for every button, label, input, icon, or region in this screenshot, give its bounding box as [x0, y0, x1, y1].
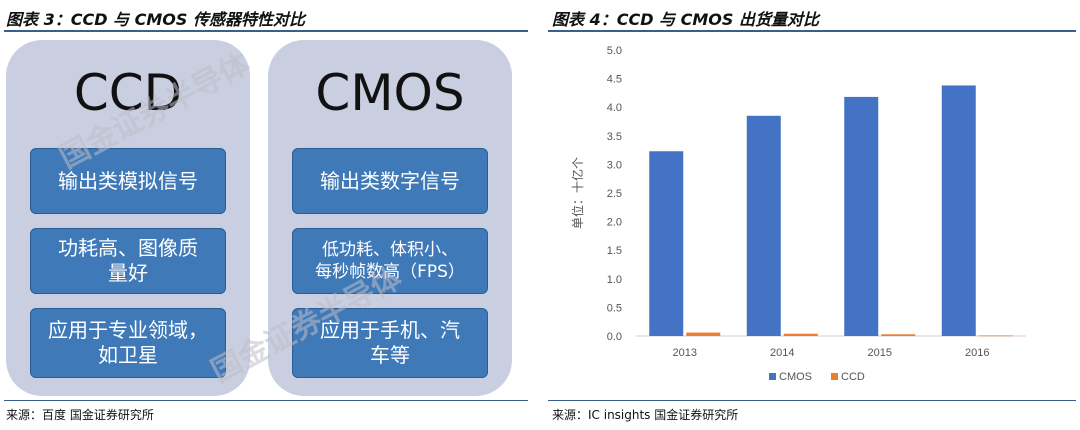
bar-ccd-2013 [686, 332, 721, 336]
y-tick-label: 3.5 [607, 131, 622, 143]
y-tick-label: 2.0 [607, 217, 622, 229]
y-tick-label: 4.0 [607, 102, 622, 114]
shipment-bar-chart: 0.0 0.5 1.0 1.5 2.0 2.5 3.0 3.5 4.0 4.5 5.0 单位：十亿个 2… [570, 45, 1026, 383]
cmos-column: CMOS 输出类数字信号 低功耗、体积小、 每秒帧数高（FPS） 应用于手机、汽… [268, 40, 512, 396]
x-tick-label: 2016 [965, 347, 989, 359]
x-tick-label: 2014 [770, 347, 794, 359]
x-tick-label: 2013 [673, 347, 697, 359]
bar-cmos-2016 [941, 85, 976, 336]
legend-label-cmos: CMOS [779, 371, 812, 383]
y-tick-label: 3.0 [607, 159, 622, 171]
left-source: 来源：百度 国金证券研究所 [6, 408, 154, 422]
cmos-item-power: 低功耗、体积小、 每秒帧数高（FPS） [292, 228, 488, 294]
bar-cmos-2015 [844, 96, 879, 337]
left-source-rule [4, 400, 528, 401]
bar-cmos-2014 [746, 115, 781, 336]
cmos-item-application: 应用于手机、汽 车等 [292, 308, 488, 378]
ccd-item-power: 功耗高、图像质 量好 [30, 228, 226, 294]
cmos-heading: CMOS [315, 64, 465, 122]
ccd-column: CCD 输出类模拟信号 功耗高、图像质 量好 应用于专业领域， 如卫星 [6, 40, 250, 396]
y-tick-label: 1.5 [607, 245, 622, 257]
y-tick-label: 4.5 [607, 74, 622, 86]
bar-ccd-2016 [978, 335, 1013, 337]
y-tick-label: 5.0 [607, 45, 622, 57]
ccd-item-application: 应用于专业领域， 如卫星 [30, 308, 226, 378]
right-source-rule [548, 400, 1076, 401]
bar-cmos-2013 [649, 151, 684, 336]
ccd-item-output: 输出类模拟信号 [30, 148, 226, 214]
bar-ccd-2014 [783, 333, 818, 336]
left-title-rule [4, 30, 528, 32]
right-source: 来源：IC insights 国金证券研究所 [552, 408, 739, 422]
legend-swatch-ccd [831, 373, 838, 380]
left-panel-title: 图表 3：CCD 与 CMOS 传感器特性对比 [6, 10, 305, 29]
y-tick-label: 0.5 [607, 302, 622, 314]
ccd-heading: CCD [73, 64, 183, 122]
legend-swatch-cmos [769, 373, 776, 380]
y-tick-label: 2.5 [607, 188, 622, 200]
y-tick-label: 0.0 [607, 331, 622, 343]
y-tick-label: 1.0 [607, 274, 622, 286]
y-axis-label: 单位：十亿个 [570, 157, 585, 229]
cmos-item-output: 输出类数字信号 [292, 148, 488, 214]
legend-label-ccd: CCD [841, 371, 865, 383]
bar-ccd-2015 [881, 334, 916, 336]
x-tick-label: 2015 [868, 347, 892, 359]
right-panel-title: 图表 4：CCD 与 CMOS 出货量对比 [552, 10, 819, 29]
right-title-rule [548, 30, 1076, 32]
